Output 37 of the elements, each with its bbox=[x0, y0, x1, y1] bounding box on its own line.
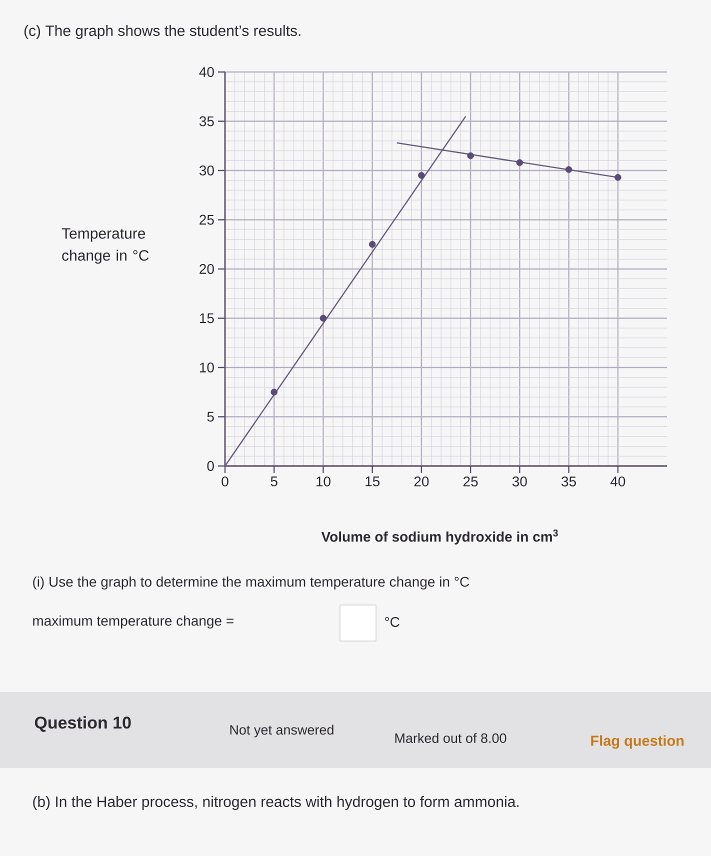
text: (b) In the Haber process, nitrogen reacts with hydrogen to form ammonia. bbox=[33, 796, 518, 810]
point bbox=[320, 314, 327, 322]
text: Marked out of 8.00 bbox=[395, 733, 506, 743]
x-tick-label: 25 bbox=[463, 476, 478, 486]
x-tick-label: 40 bbox=[610, 476, 626, 486]
point bbox=[418, 172, 425, 179]
text: Flag question bbox=[591, 735, 684, 749]
text: maximum temperature change = bbox=[33, 615, 234, 629]
y-tick-label: 40 bbox=[199, 67, 214, 77]
text: °C bbox=[385, 617, 400, 627]
point bbox=[270, 388, 278, 396]
y-axis-title: Temperature change in °C bbox=[62, 228, 149, 264]
chart-title: (c) The graph shows the student’s results. bbox=[24, 25, 300, 39]
y-tick-label: 25 bbox=[200, 214, 214, 225]
x-axis-title: Volume of sodium hydroxide in cm$^{3}$ bbox=[321, 530, 558, 544]
point bbox=[467, 152, 474, 160]
x-tick-label: 20 bbox=[414, 476, 429, 486]
point bbox=[565, 166, 572, 173]
x-tick-label: 15 bbox=[366, 476, 380, 486]
y-tick-label: 15 bbox=[200, 313, 214, 324]
point bbox=[368, 240, 376, 248]
x-tick-label: 10 bbox=[316, 476, 330, 486]
y-tick-label: 10 bbox=[200, 362, 214, 372]
y-tick-label: 5 bbox=[207, 412, 214, 422]
y-tick-label: 20 bbox=[200, 264, 214, 274]
point bbox=[516, 159, 524, 166]
y-tick-label: 0 bbox=[207, 461, 214, 471]
y-tick-label: 35 bbox=[199, 116, 214, 126]
point bbox=[614, 174, 622, 181]
y-tick-label: 30 bbox=[199, 166, 214, 176]
text: Not yet answered bbox=[230, 724, 334, 738]
text: Question 10 bbox=[34, 716, 131, 732]
text: (i) Use the graph to determine the maximum temperature change in °C bbox=[33, 576, 470, 590]
x-tick-label: 30 bbox=[512, 476, 527, 486]
x-tick-label: 0 bbox=[222, 476, 228, 486]
x-tick-label: 5 bbox=[270, 476, 278, 486]
x-tick-label: 35 bbox=[562, 476, 576, 486]
